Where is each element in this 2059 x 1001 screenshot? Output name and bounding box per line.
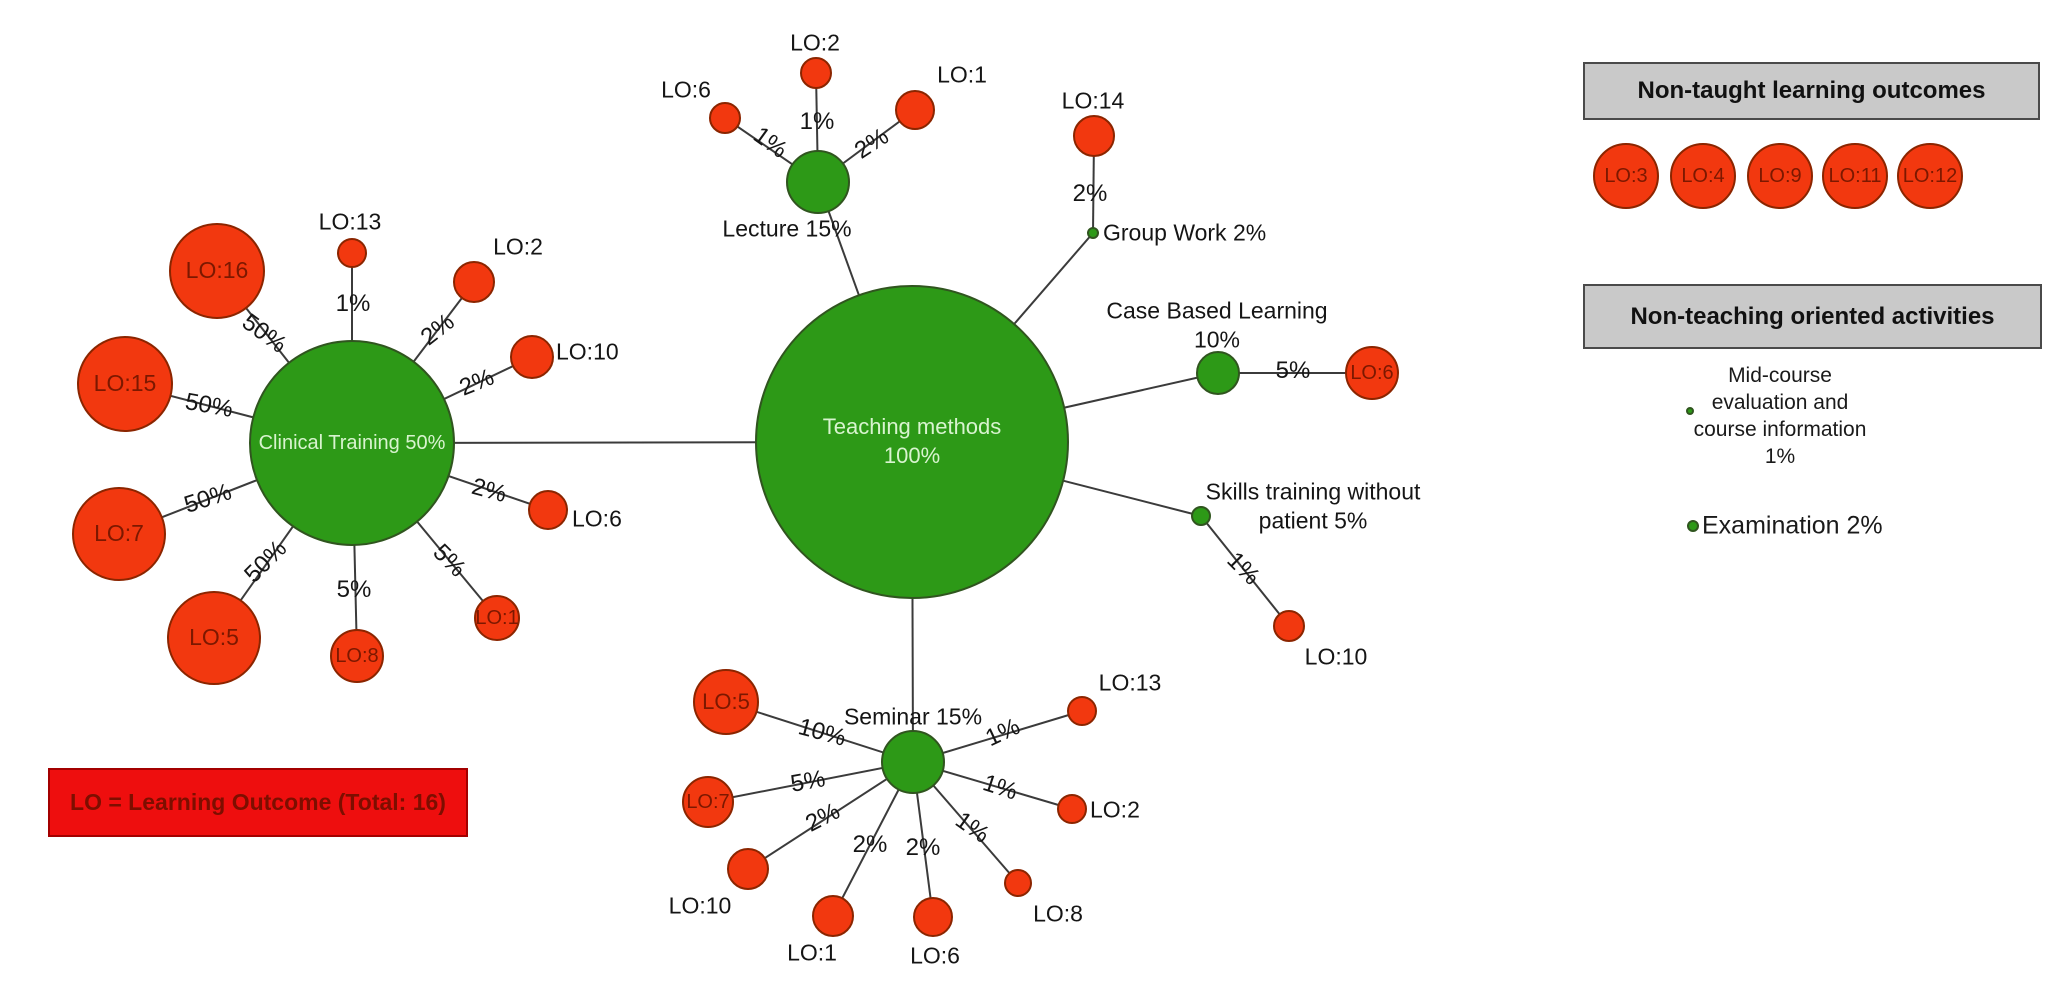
- edge-seminar-se-lo5: [725, 701, 914, 763]
- edge-seminar-se-lo13: [912, 710, 1083, 763]
- edge-clinical-cl-lo16: [216, 270, 353, 444]
- edge-clinical-cl-lo15: [124, 383, 353, 444]
- edge-seminar-se-lo2: [912, 761, 1073, 810]
- edge-clinical-cl-lo6: [351, 442, 549, 511]
- edge-teaching-groupwork: [911, 232, 1094, 443]
- edge-lecture-lec-lo6: [724, 117, 819, 183]
- edge-clinical-cl-lo1: [351, 442, 498, 619]
- edge-seminar-se-lo6: [912, 761, 934, 918]
- edge-teaching-clinical: [351, 441, 913, 444]
- edge-seminar-se-lo8: [912, 761, 1019, 884]
- edge-clinical-cl-lo10: [351, 356, 533, 444]
- edge-skills-sk-lo10: [1200, 515, 1290, 627]
- edge-clinical-cl-lo5: [213, 442, 353, 639]
- edge-lecture-lec-lo1: [817, 109, 916, 183]
- edge-groupwork-gw-lo14: [1092, 135, 1095, 234]
- edge-teaching-seminar: [911, 441, 914, 763]
- edge-clinical-cl-lo2: [351, 281, 475, 444]
- edge-seminar-se-lo7: [707, 761, 914, 803]
- edge-teaching-skills: [911, 441, 1202, 517]
- edge-lecture-lec-lo2: [815, 72, 819, 183]
- edge-clinical-cl-lo7: [118, 442, 353, 535]
- edge-teaching-lecture: [817, 181, 913, 443]
- edge-clinical-cl-lo8: [351, 442, 358, 657]
- edge-seminar-se-lo1: [832, 761, 914, 917]
- edge-teaching-casebased: [911, 372, 1219, 443]
